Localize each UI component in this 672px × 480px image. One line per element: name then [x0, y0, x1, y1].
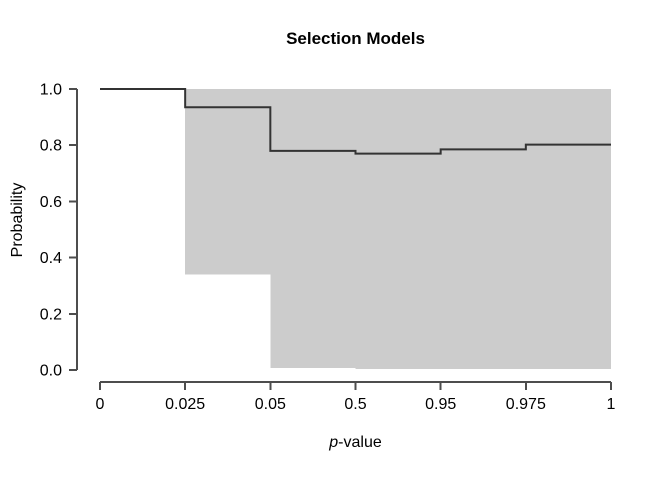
y-tick-label: 0.4 [40, 250, 62, 267]
y-axis-label: Probability [9, 182, 26, 258]
x-axis-label-italic-part: p [329, 434, 339, 451]
y-tick-label: 1.0 [40, 82, 62, 99]
x-tick-label: 0 [96, 396, 105, 413]
x-axis-label: p-value [100, 434, 611, 452]
x-tick-label: 0.95 [425, 396, 456, 413]
x-axis-label-rest-part: -value [338, 434, 382, 451]
x-tick-label: 1 [607, 396, 616, 413]
confidence-band [185, 89, 611, 369]
x-tick-label: 0.05 [255, 396, 286, 413]
y-tick-label: 0.0 [40, 363, 62, 380]
step-line [100, 88, 611, 155]
y-tick-label: 0.2 [40, 306, 62, 323]
y-tick-label: 0.8 [40, 138, 62, 155]
x-tick-label: 0.5 [344, 396, 366, 413]
x-tick-label: 0.025 [165, 396, 205, 413]
y-tick-label: 0.6 [40, 194, 62, 211]
chart-title: Selection Models [286, 29, 425, 48]
x-tick-label: 0.975 [506, 396, 546, 413]
